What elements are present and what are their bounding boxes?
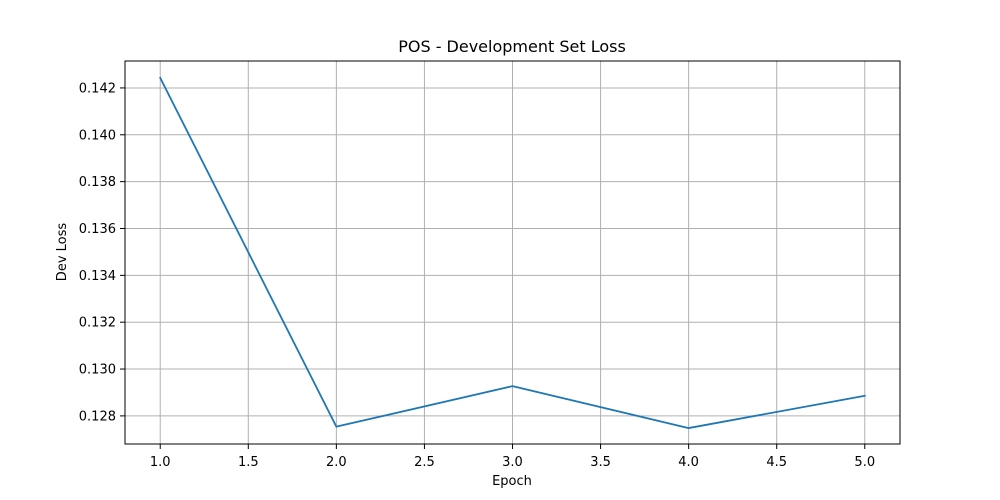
x-tick-label: 1.5	[238, 455, 259, 470]
x-tick-label: 4.0	[678, 455, 699, 470]
x-tick-label: 2.0	[326, 455, 347, 470]
y-tick-label: 0.128	[79, 409, 116, 424]
x-tick-label: 1.0	[150, 455, 171, 470]
y-tick-label: 0.132	[79, 316, 116, 331]
gridlines	[125, 61, 900, 444]
y-tick-label: 0.142	[79, 81, 116, 96]
y-axis-label: Dev Loss	[55, 223, 70, 282]
x-axis-ticks: 1.0 1.5 2.0 2.5 3.0 3.5 4.0 4.5 5.0	[150, 444, 875, 470]
x-axis-label: Epoch	[492, 474, 532, 489]
y-tick-label: 0.140	[79, 128, 116, 143]
chart-title: POS - Development Set Loss	[398, 37, 626, 56]
x-tick-label: 3.0	[502, 455, 523, 470]
series-layer	[159, 76, 866, 429]
x-tick-label: 2.5	[414, 455, 435, 470]
x-tick-label: 3.5	[590, 455, 611, 470]
y-axis-ticks: 0.128 0.130 0.132 0.134 0.136 0.138 0.140 0.142	[79, 81, 125, 424]
x-tick-label: 4.5	[766, 455, 787, 470]
y-tick-label: 0.136	[79, 222, 116, 237]
y-tick-label: 0.138	[79, 175, 116, 190]
y-tick-label: 0.130	[79, 363, 116, 378]
x-tick-label: 5.0	[854, 455, 875, 470]
y-tick-label: 0.134	[79, 269, 116, 284]
